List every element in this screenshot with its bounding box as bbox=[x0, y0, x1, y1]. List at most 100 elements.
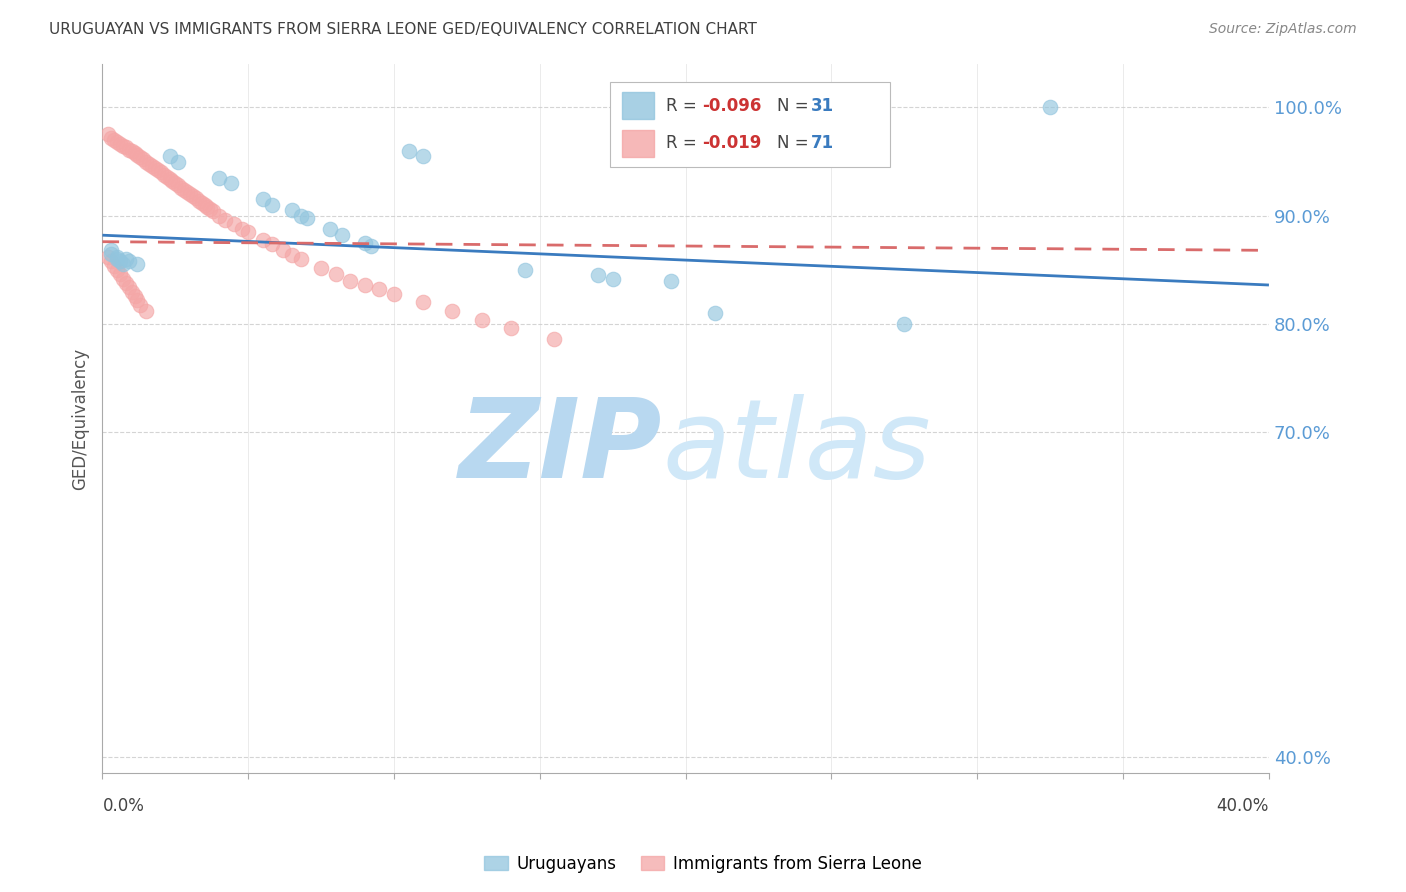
Point bbox=[441, 304, 464, 318]
Point bbox=[190, 195, 212, 210]
FancyBboxPatch shape bbox=[610, 82, 890, 167]
Point bbox=[138, 157, 160, 171]
Point bbox=[659, 274, 682, 288]
Point bbox=[103, 133, 125, 147]
Point bbox=[97, 250, 120, 264]
Point bbox=[124, 145, 146, 160]
Point bbox=[202, 204, 225, 219]
Point bbox=[135, 154, 157, 169]
Point bbox=[179, 187, 201, 202]
Point bbox=[108, 267, 131, 281]
Point bbox=[103, 259, 125, 273]
Point bbox=[152, 168, 174, 182]
Text: -0.019: -0.019 bbox=[702, 134, 762, 153]
Point bbox=[165, 176, 187, 190]
Point bbox=[118, 143, 141, 157]
Point bbox=[290, 252, 312, 266]
Point bbox=[398, 144, 420, 158]
Point bbox=[200, 202, 222, 217]
Point bbox=[197, 200, 219, 214]
Point bbox=[105, 252, 128, 266]
Point bbox=[1039, 100, 1062, 114]
Bar bbox=[621, 129, 654, 157]
Bar bbox=[621, 92, 654, 120]
Point bbox=[127, 148, 149, 162]
Y-axis label: GED/Equivalency: GED/Equivalency bbox=[72, 348, 89, 490]
Point bbox=[100, 130, 122, 145]
Point bbox=[124, 289, 146, 303]
Point bbox=[187, 194, 209, 208]
Point bbox=[127, 257, 149, 271]
Point bbox=[339, 274, 361, 288]
Point bbox=[252, 233, 274, 247]
Point bbox=[105, 263, 128, 277]
Point bbox=[499, 321, 522, 335]
Point bbox=[368, 282, 391, 296]
Point bbox=[146, 163, 169, 178]
Point bbox=[114, 252, 136, 266]
Point bbox=[602, 271, 624, 285]
Point bbox=[149, 165, 172, 179]
Point bbox=[515, 263, 537, 277]
Point bbox=[127, 293, 149, 308]
Point bbox=[231, 221, 253, 235]
Point bbox=[330, 228, 353, 243]
Point bbox=[382, 286, 405, 301]
Text: -0.096: -0.096 bbox=[702, 96, 762, 115]
Text: 40.0%: 40.0% bbox=[1216, 797, 1270, 815]
Point bbox=[121, 285, 143, 299]
Point bbox=[260, 236, 283, 251]
Point bbox=[159, 149, 181, 163]
Text: R =: R = bbox=[666, 134, 702, 153]
Point bbox=[111, 257, 134, 271]
Point bbox=[252, 193, 274, 207]
Point bbox=[208, 170, 231, 185]
Text: N =: N = bbox=[776, 96, 814, 115]
Point bbox=[143, 161, 166, 175]
Text: URUGUAYAN VS IMMIGRANTS FROM SIERRA LEONE GED/EQUIVALENCY CORRELATION CHART: URUGUAYAN VS IMMIGRANTS FROM SIERRA LEON… bbox=[49, 22, 756, 37]
Point bbox=[412, 295, 434, 310]
Point bbox=[543, 332, 565, 346]
Point bbox=[271, 244, 294, 258]
Point bbox=[354, 278, 377, 293]
Point bbox=[111, 139, 134, 153]
Point bbox=[290, 209, 312, 223]
Point bbox=[470, 312, 492, 326]
Point bbox=[167, 178, 190, 193]
Point bbox=[167, 154, 190, 169]
Legend: Uruguayans, Immigrants from Sierra Leone: Uruguayans, Immigrants from Sierra Leone bbox=[478, 848, 928, 880]
Point bbox=[173, 183, 195, 197]
Point bbox=[893, 317, 915, 331]
Point bbox=[162, 174, 184, 188]
Point bbox=[97, 128, 120, 142]
Point bbox=[132, 153, 155, 167]
Point bbox=[155, 169, 177, 184]
Point bbox=[170, 180, 193, 194]
Point bbox=[108, 137, 131, 152]
Point bbox=[114, 140, 136, 154]
Point bbox=[100, 254, 122, 268]
Point bbox=[281, 203, 304, 218]
Text: atlas: atlas bbox=[662, 393, 931, 500]
Point bbox=[118, 254, 141, 268]
Point bbox=[135, 304, 157, 318]
Point bbox=[181, 189, 204, 203]
Point bbox=[121, 144, 143, 158]
Text: Source: ZipAtlas.com: Source: ZipAtlas.com bbox=[1209, 22, 1357, 37]
Point bbox=[354, 235, 377, 250]
Text: 0.0%: 0.0% bbox=[103, 797, 145, 815]
Point bbox=[238, 225, 260, 239]
Point bbox=[108, 254, 131, 268]
Point bbox=[703, 306, 725, 320]
Point bbox=[141, 159, 163, 173]
Point bbox=[111, 271, 134, 285]
Point bbox=[214, 213, 236, 227]
Point bbox=[100, 244, 122, 258]
Text: 31: 31 bbox=[810, 96, 834, 115]
Point bbox=[309, 260, 332, 275]
Text: R =: R = bbox=[666, 96, 702, 115]
Point bbox=[325, 267, 347, 281]
Text: 71: 71 bbox=[810, 134, 834, 153]
Point bbox=[295, 211, 318, 225]
Point bbox=[129, 150, 152, 164]
